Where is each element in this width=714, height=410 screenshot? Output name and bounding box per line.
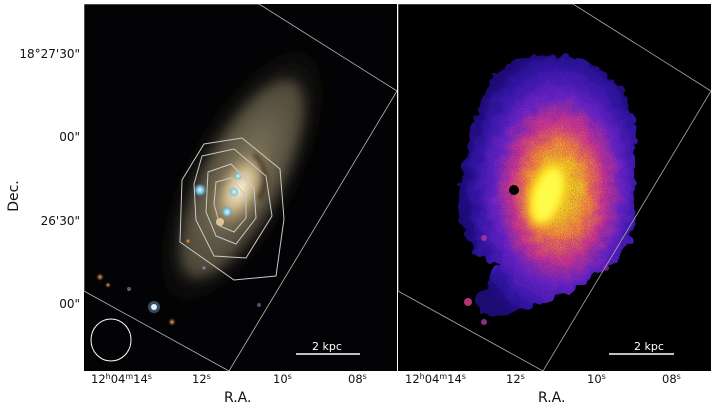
- ra-tick-label: 12s: [192, 372, 211, 386]
- x-axis-title: R.A.: [538, 390, 566, 406]
- ra-tick-label: 10s: [273, 372, 292, 386]
- optical-image-panel: 2 kpc: [84, 4, 397, 371]
- x-axis-title: R.A.: [224, 390, 252, 406]
- ra-tick-label: 08s: [348, 372, 367, 386]
- position-marker: [509, 185, 519, 195]
- beam-ellipse: [90, 318, 132, 362]
- optical-image: [84, 4, 397, 371]
- y-tick-label: 00": [59, 130, 80, 144]
- scale-bar-label: 2 kpc: [634, 340, 664, 353]
- ra-tick-label: 12h04m14s: [405, 372, 466, 386]
- ra-tick-label: 08s: [662, 372, 681, 386]
- y-axis-title: Dec.: [6, 180, 22, 212]
- y-tick-label: 00": [59, 297, 80, 311]
- colormap-image: [398, 4, 711, 371]
- contours: [179, 137, 285, 281]
- scale-bar-label: 2 kpc: [312, 340, 342, 353]
- ra-tick-label: 12s: [506, 372, 525, 386]
- y-tick-label: 26'30": [40, 214, 80, 228]
- ra-tick-label: 12h04m14s: [91, 372, 152, 386]
- y-tick-label: 18°27'30": [19, 47, 80, 61]
- ra-tick-label: 10s: [587, 372, 606, 386]
- colormap-panel: 2 kpc: [398, 4, 711, 371]
